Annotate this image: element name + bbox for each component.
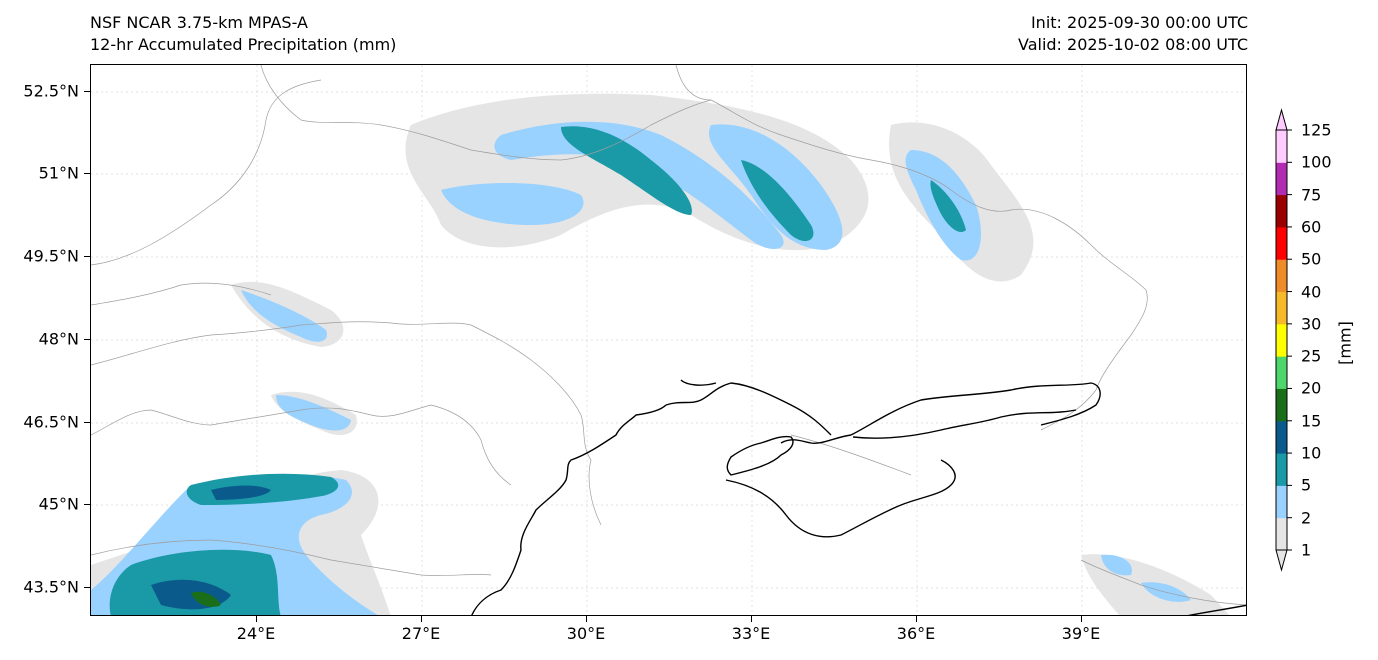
- colorbar-level-label: 25: [1301, 346, 1322, 366]
- map-panel[interactable]: [90, 64, 1247, 616]
- lat-label: 52.5°N: [23, 81, 79, 101]
- lat-label: 49.5°N: [23, 246, 79, 266]
- lat-label: 48°N: [38, 329, 79, 349]
- field-name: 12-hr Accumulated Precipitation (mm): [90, 35, 397, 54]
- colorbar-segment: [1276, 291, 1287, 325]
- colorbar-segment: [1276, 162, 1287, 196]
- colorbar-segment: [1276, 420, 1287, 454]
- colorbar-level-label: 125: [1301, 120, 1332, 140]
- lon-label: 33°E: [731, 624, 771, 643]
- lon-tick: [916, 616, 917, 622]
- map-canvas: [91, 65, 1246, 615]
- lon-label: 27°E: [401, 624, 441, 643]
- colorbar-level-label: 20: [1301, 378, 1322, 398]
- map-title-left: NSF NCAR 3.75-km MPAS-A 12-hr Accumulate…: [90, 12, 396, 56]
- lat-label: 43.5°N: [23, 577, 79, 597]
- colorbar-level-label: 30: [1301, 314, 1322, 334]
- lon-tick: [256, 616, 257, 622]
- colorbar-segment: [1276, 259, 1287, 293]
- lon-tick: [751, 616, 752, 622]
- lon-tick: [1081, 616, 1082, 622]
- colorbar-level-label: 5: [1301, 475, 1312, 495]
- colorbar-segment: [1276, 226, 1287, 260]
- lat-tick: [84, 339, 90, 340]
- colorbar-segment: [1276, 130, 1287, 163]
- colorbar-segment: [1276, 323, 1287, 357]
- colorbar-segment: [1276, 356, 1287, 389]
- colorbar-level-label: 2: [1301, 508, 1312, 528]
- colorbar-level-label: 10: [1301, 443, 1322, 463]
- colorbar-outline: [1275, 129, 1288, 551]
- colorbar-level-label: 15: [1301, 411, 1322, 431]
- lon-tick: [586, 616, 587, 622]
- init-time: Init: 2025-09-30 00:00 UTC: [1030, 13, 1248, 32]
- model-name: NSF NCAR 3.75-km MPAS-A: [90, 13, 308, 32]
- colorbar-level-label: 100: [1301, 152, 1332, 172]
- lat-tick: [84, 422, 90, 423]
- lat-tick: [84, 173, 90, 174]
- lat-tick: [84, 91, 90, 92]
- colorbar-level-label: 40: [1301, 282, 1322, 302]
- colorbar-segment: [1276, 388, 1287, 422]
- colorbar-level-label: 1: [1301, 540, 1312, 560]
- colorbar-segment: [1276, 517, 1287, 551]
- colorbar-extend-min: [1275, 549, 1288, 572]
- lon-label: 30°E: [566, 624, 606, 643]
- colorbar-extend-max: [1275, 108, 1288, 131]
- colorbar-level-label: 75: [1301, 185, 1322, 205]
- lat-tick: [84, 256, 90, 257]
- colorbar-segment: [1276, 194, 1287, 228]
- precip-15mm: [191, 591, 221, 607]
- lat-label: 46.5°N: [23, 412, 79, 432]
- lon-tick: [421, 616, 422, 622]
- colorbar-level-label: 50: [1301, 249, 1322, 269]
- colorbar-units: [mm]: [1335, 321, 1355, 365]
- colorbar-level-label: 60: [1301, 217, 1322, 237]
- lat-label: 51°N: [38, 163, 79, 183]
- lon-label: 39°E: [1061, 624, 1101, 643]
- valid-time: Valid: 2025-10-02 08:00 UTC: [1017, 35, 1248, 54]
- map-title-right: Init: 2025-09-30 00:00 UTC Valid: 2025-1…: [1018, 12, 1248, 56]
- colorbar-segment: [1276, 485, 1287, 519]
- lat-tick: [84, 504, 90, 505]
- colorbar-segment: [1276, 453, 1287, 486]
- lat-tick: [84, 587, 90, 588]
- lat-label: 45°N: [38, 494, 79, 514]
- country-borders: [91, 65, 1246, 606]
- lon-label: 36°E: [896, 624, 936, 643]
- colorbar: [1275, 108, 1292, 572]
- lon-label: 24°E: [236, 624, 276, 643]
- coastlines: [471, 379, 1246, 615]
